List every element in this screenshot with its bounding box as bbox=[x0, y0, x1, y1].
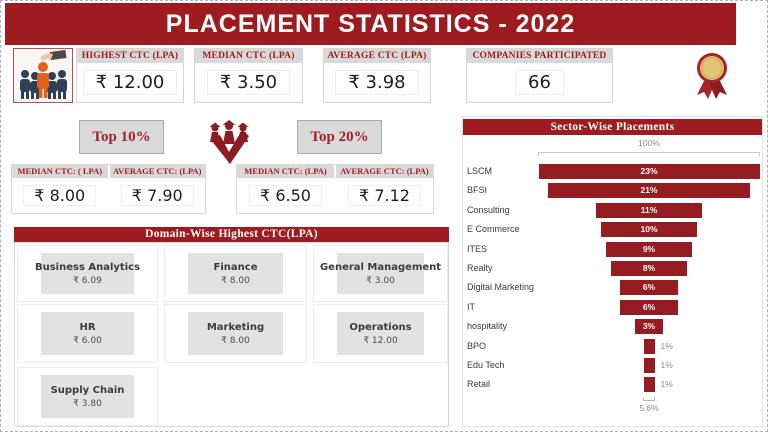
domain-card-general-management: General Management ₹ 3.00 bbox=[313, 245, 448, 302]
funnel-category-label: Edu Tech bbox=[467, 360, 505, 370]
domain-name: General Management bbox=[319, 261, 442, 273]
stat-label: AVERAGE CTC: (LPA) bbox=[336, 165, 433, 178]
domain-name: Business Analytics bbox=[34, 261, 141, 273]
stat-label: MEDIAN CTC: (LPA) bbox=[237, 165, 334, 178]
funnel-category-label: Retail bbox=[467, 379, 491, 389]
funnel-bar[interactable] bbox=[643, 358, 655, 373]
funnel-category-label: ITES bbox=[467, 244, 488, 254]
stat-value: ₹ 7.90 bbox=[120, 185, 194, 206]
kpi-label: HIGHEST CTC (LPA) bbox=[77, 49, 183, 63]
funnel-value-label: 1% bbox=[660, 341, 673, 351]
funnel-value-label: 1% bbox=[660, 379, 673, 389]
funnel-category-label: hospitality bbox=[467, 321, 508, 331]
top-10-label: Top 10% bbox=[92, 128, 151, 145]
kpi-value: 66 bbox=[515, 70, 564, 95]
funnel-value-label: 1% bbox=[660, 360, 673, 370]
funnel-chart-title: Sector-Wise Placements bbox=[463, 119, 762, 135]
domain-value: ₹ 3.80 bbox=[73, 398, 102, 409]
kpi-label: COMPANIES PARTICIPATED bbox=[467, 49, 612, 63]
kpi-average-ctc: AVERAGE CTC (LPA) ₹ 3.98 bbox=[323, 48, 431, 103]
kpi-companies-participated: COMPANIES PARTICIPATED 66 bbox=[466, 48, 613, 103]
top-10-stats: MEDIAN CTC: ( LPA) ₹ 8.00 AVERAGE CTC: (… bbox=[11, 164, 206, 214]
funnel-bar[interactable] bbox=[643, 377, 655, 392]
stat-value: ₹ 8.00 bbox=[23, 185, 97, 206]
funnel-bottom-annotation: 5.6% bbox=[639, 403, 659, 413]
domain-card-hr: HR ₹ 6.00 bbox=[17, 304, 158, 363]
stat-median-top20: MEDIAN CTC: (LPA) ₹ 6.50 bbox=[237, 165, 334, 213]
funnel-bar[interactable]: 3% bbox=[634, 319, 664, 334]
domain-card-supply-chain: Supply Chain ₹ 3.80 bbox=[17, 367, 158, 426]
kpi-value: ₹ 3.50 bbox=[206, 70, 291, 95]
funnel-bar[interactable]: 10% bbox=[600, 222, 698, 237]
funnel-bar[interactable] bbox=[643, 339, 655, 354]
domain-name: Finance bbox=[213, 261, 258, 273]
page-title: PLACEMENT STATISTICS - 2022 bbox=[165, 9, 576, 38]
domain-value: ₹ 8.00 bbox=[221, 335, 250, 346]
funnel-bar[interactable]: 6% bbox=[620, 300, 678, 315]
funnel-bar[interactable]: 11% bbox=[596, 203, 702, 218]
kpi-highest-ctc: HIGHEST CTC (LPA) ₹ 12.00 bbox=[76, 48, 184, 103]
stat-value: ₹ 6.50 bbox=[249, 185, 322, 206]
stat-average-top10: AVERAGE CTC: (LPA) ₹ 7.90 bbox=[109, 165, 205, 213]
kpi-label: MEDIAN CTC (LPA) bbox=[195, 49, 302, 63]
stat-median-top10: MEDIAN CTC: ( LPA) ₹ 8.00 bbox=[12, 165, 108, 213]
funnel-category-label: E Commerce bbox=[467, 224, 520, 234]
funnel-category-label: Digital Marketing bbox=[467, 282, 535, 292]
domain-value: ₹ 6.09 bbox=[73, 275, 102, 286]
stat-average-top20: AVERAGE CTC: (LPA) ₹ 7.12 bbox=[336, 165, 433, 213]
domain-value: ₹ 12.00 bbox=[363, 335, 398, 346]
domain-name: HR bbox=[79, 321, 96, 333]
people-selection-icon bbox=[13, 48, 73, 103]
funnel-category-label: BPO bbox=[467, 341, 487, 351]
award-medal-icon bbox=[689, 51, 735, 101]
funnel-top-bracket bbox=[538, 152, 760, 156]
team-checkmark-icon bbox=[207, 118, 251, 165]
stat-value: ₹ 7.12 bbox=[348, 185, 421, 206]
domain-value: ₹ 8.00 bbox=[221, 275, 250, 286]
funnel-category-label: IT bbox=[467, 302, 475, 312]
kpi-median-ctc: MEDIAN CTC (LPA) ₹ 3.50 bbox=[194, 48, 303, 103]
funnel-bar[interactable]: 21% bbox=[548, 183, 750, 198]
stat-label: MEDIAN CTC: ( LPA) bbox=[12, 165, 108, 178]
header-banner: PLACEMENT STATISTICS - 2022 bbox=[5, 3, 736, 45]
domain-name: Marketing bbox=[206, 321, 265, 333]
domain-value: ₹ 3.00 bbox=[366, 275, 395, 286]
stat-label: AVERAGE CTC: (LPA) bbox=[109, 165, 205, 178]
funnel-top-annotation: 100% bbox=[638, 138, 660, 148]
funnel-category-label: Realty bbox=[467, 263, 493, 273]
domain-card-finance: Finance ₹ 8.00 bbox=[164, 245, 307, 302]
domain-value: ₹ 6.00 bbox=[73, 335, 102, 346]
top-20-label: Top 20% bbox=[310, 128, 369, 145]
funnel-bar[interactable]: 6% bbox=[620, 280, 678, 295]
funnel-category-label: LSCM bbox=[467, 166, 493, 176]
funnel-category-label: Consulting bbox=[467, 205, 510, 215]
kpi-value: ₹ 3.98 bbox=[335, 70, 419, 95]
top-20-stats: MEDIAN CTC: (LPA) ₹ 6.50 AVERAGE CTC: (L… bbox=[236, 164, 434, 214]
sector-funnel-chart: Sector-Wise Placements 100% 5.6% LSCM 23%… bbox=[462, 116, 763, 427]
top-10-badge: Top 10% bbox=[79, 120, 164, 154]
domain-section-title: Domain-Wise Highest CTC(LPA) bbox=[14, 227, 449, 242]
domain-name: Supply Chain bbox=[50, 384, 125, 396]
funnel-bar[interactable]: 9% bbox=[605, 242, 693, 257]
funnel-category-label: BFSI bbox=[467, 185, 488, 195]
kpi-label: AVERAGE CTC (LPA) bbox=[324, 49, 430, 63]
top-20-badge: Top 20% bbox=[297, 120, 382, 154]
kpi-value: ₹ 12.00 bbox=[82, 70, 178, 95]
funnel-bar[interactable]: 23% bbox=[538, 164, 760, 179]
domain-card-operations: Operations ₹ 12.00 bbox=[313, 304, 448, 363]
funnel-bar[interactable]: 8% bbox=[610, 261, 688, 276]
funnel-bottom-bracket bbox=[643, 397, 655, 401]
domain-card-marketing: Marketing ₹ 8.00 bbox=[164, 304, 307, 363]
domain-name: Operations bbox=[349, 321, 412, 333]
domain-card-business-analytics: Business Analytics ₹ 6.09 bbox=[17, 245, 158, 302]
